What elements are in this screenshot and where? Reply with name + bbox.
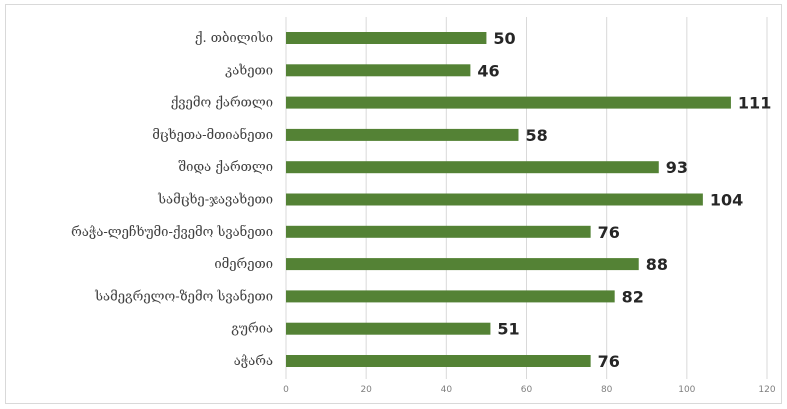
- bar: [286, 355, 591, 367]
- category-label: რაჭა-ლეჩხუმი-ქვემო სვანეთი: [71, 224, 273, 240]
- data-label: 76: [598, 223, 620, 242]
- bar: [286, 193, 703, 206]
- category-labels: ქ. თბილისი კახეთი ქვემო ქართლი მცხეთა-მთიან…: [71, 31, 273, 369]
- bar: [286, 258, 639, 271]
- bar: [286, 322, 491, 335]
- data-label: 58: [525, 126, 547, 145]
- data-label: 104: [710, 191, 743, 210]
- x-tick-label: 0: [283, 385, 289, 395]
- data-label: 111: [738, 94, 771, 113]
- category-label: შიდა ქართლი: [178, 160, 273, 175]
- category-label: სამცხე-ჯავახეთი: [157, 193, 273, 208]
- bar: [286, 290, 615, 303]
- category-label: იმერეთი: [214, 257, 273, 272]
- data-label: 46: [477, 61, 499, 80]
- bar: [286, 64, 471, 77]
- bar: [286, 128, 519, 141]
- bar-chart: ქ. თბილისი კახეთი ქვემო ქართლი მცხეთა-მთიან…: [71, 17, 776, 395]
- bar: [286, 161, 659, 174]
- bar: [286, 96, 731, 109]
- bars: [286, 32, 731, 367]
- category-label: აჭარა: [234, 354, 273, 369]
- x-tick-label: 80: [601, 385, 613, 395]
- x-tick-label: 60: [521, 385, 533, 395]
- category-label: ქვემო ქართლი: [171, 96, 273, 111]
- x-tick-label: 120: [758, 385, 775, 395]
- data-label: 88: [646, 255, 668, 274]
- data-label: 51: [497, 320, 519, 339]
- data-label: 82: [622, 287, 644, 306]
- x-axis-ticks: 0 20 40 60 80 100 120: [283, 385, 776, 395]
- bar: [286, 225, 591, 238]
- category-label: კახეთი: [225, 63, 273, 78]
- x-tick-label: 100: [678, 385, 695, 395]
- category-label: სამეგრელო-ზემო სვანეთი: [94, 288, 273, 304]
- category-label: ქ. თბილისი: [195, 31, 273, 46]
- category-label: გურია: [231, 322, 273, 337]
- data-label: 50: [493, 29, 515, 48]
- category-label: მცხეთა-მთიანეთი: [152, 127, 273, 143]
- data-label: 76: [598, 352, 620, 371]
- data-label: 93: [666, 158, 688, 177]
- bar: [286, 32, 487, 44]
- x-tick-label: 20: [360, 385, 372, 395]
- chart-frame: ქ. თბილისი კახეთი ქვემო ქართლი მცხეთა-მთიან…: [5, 4, 782, 404]
- x-tick-label: 40: [441, 385, 453, 395]
